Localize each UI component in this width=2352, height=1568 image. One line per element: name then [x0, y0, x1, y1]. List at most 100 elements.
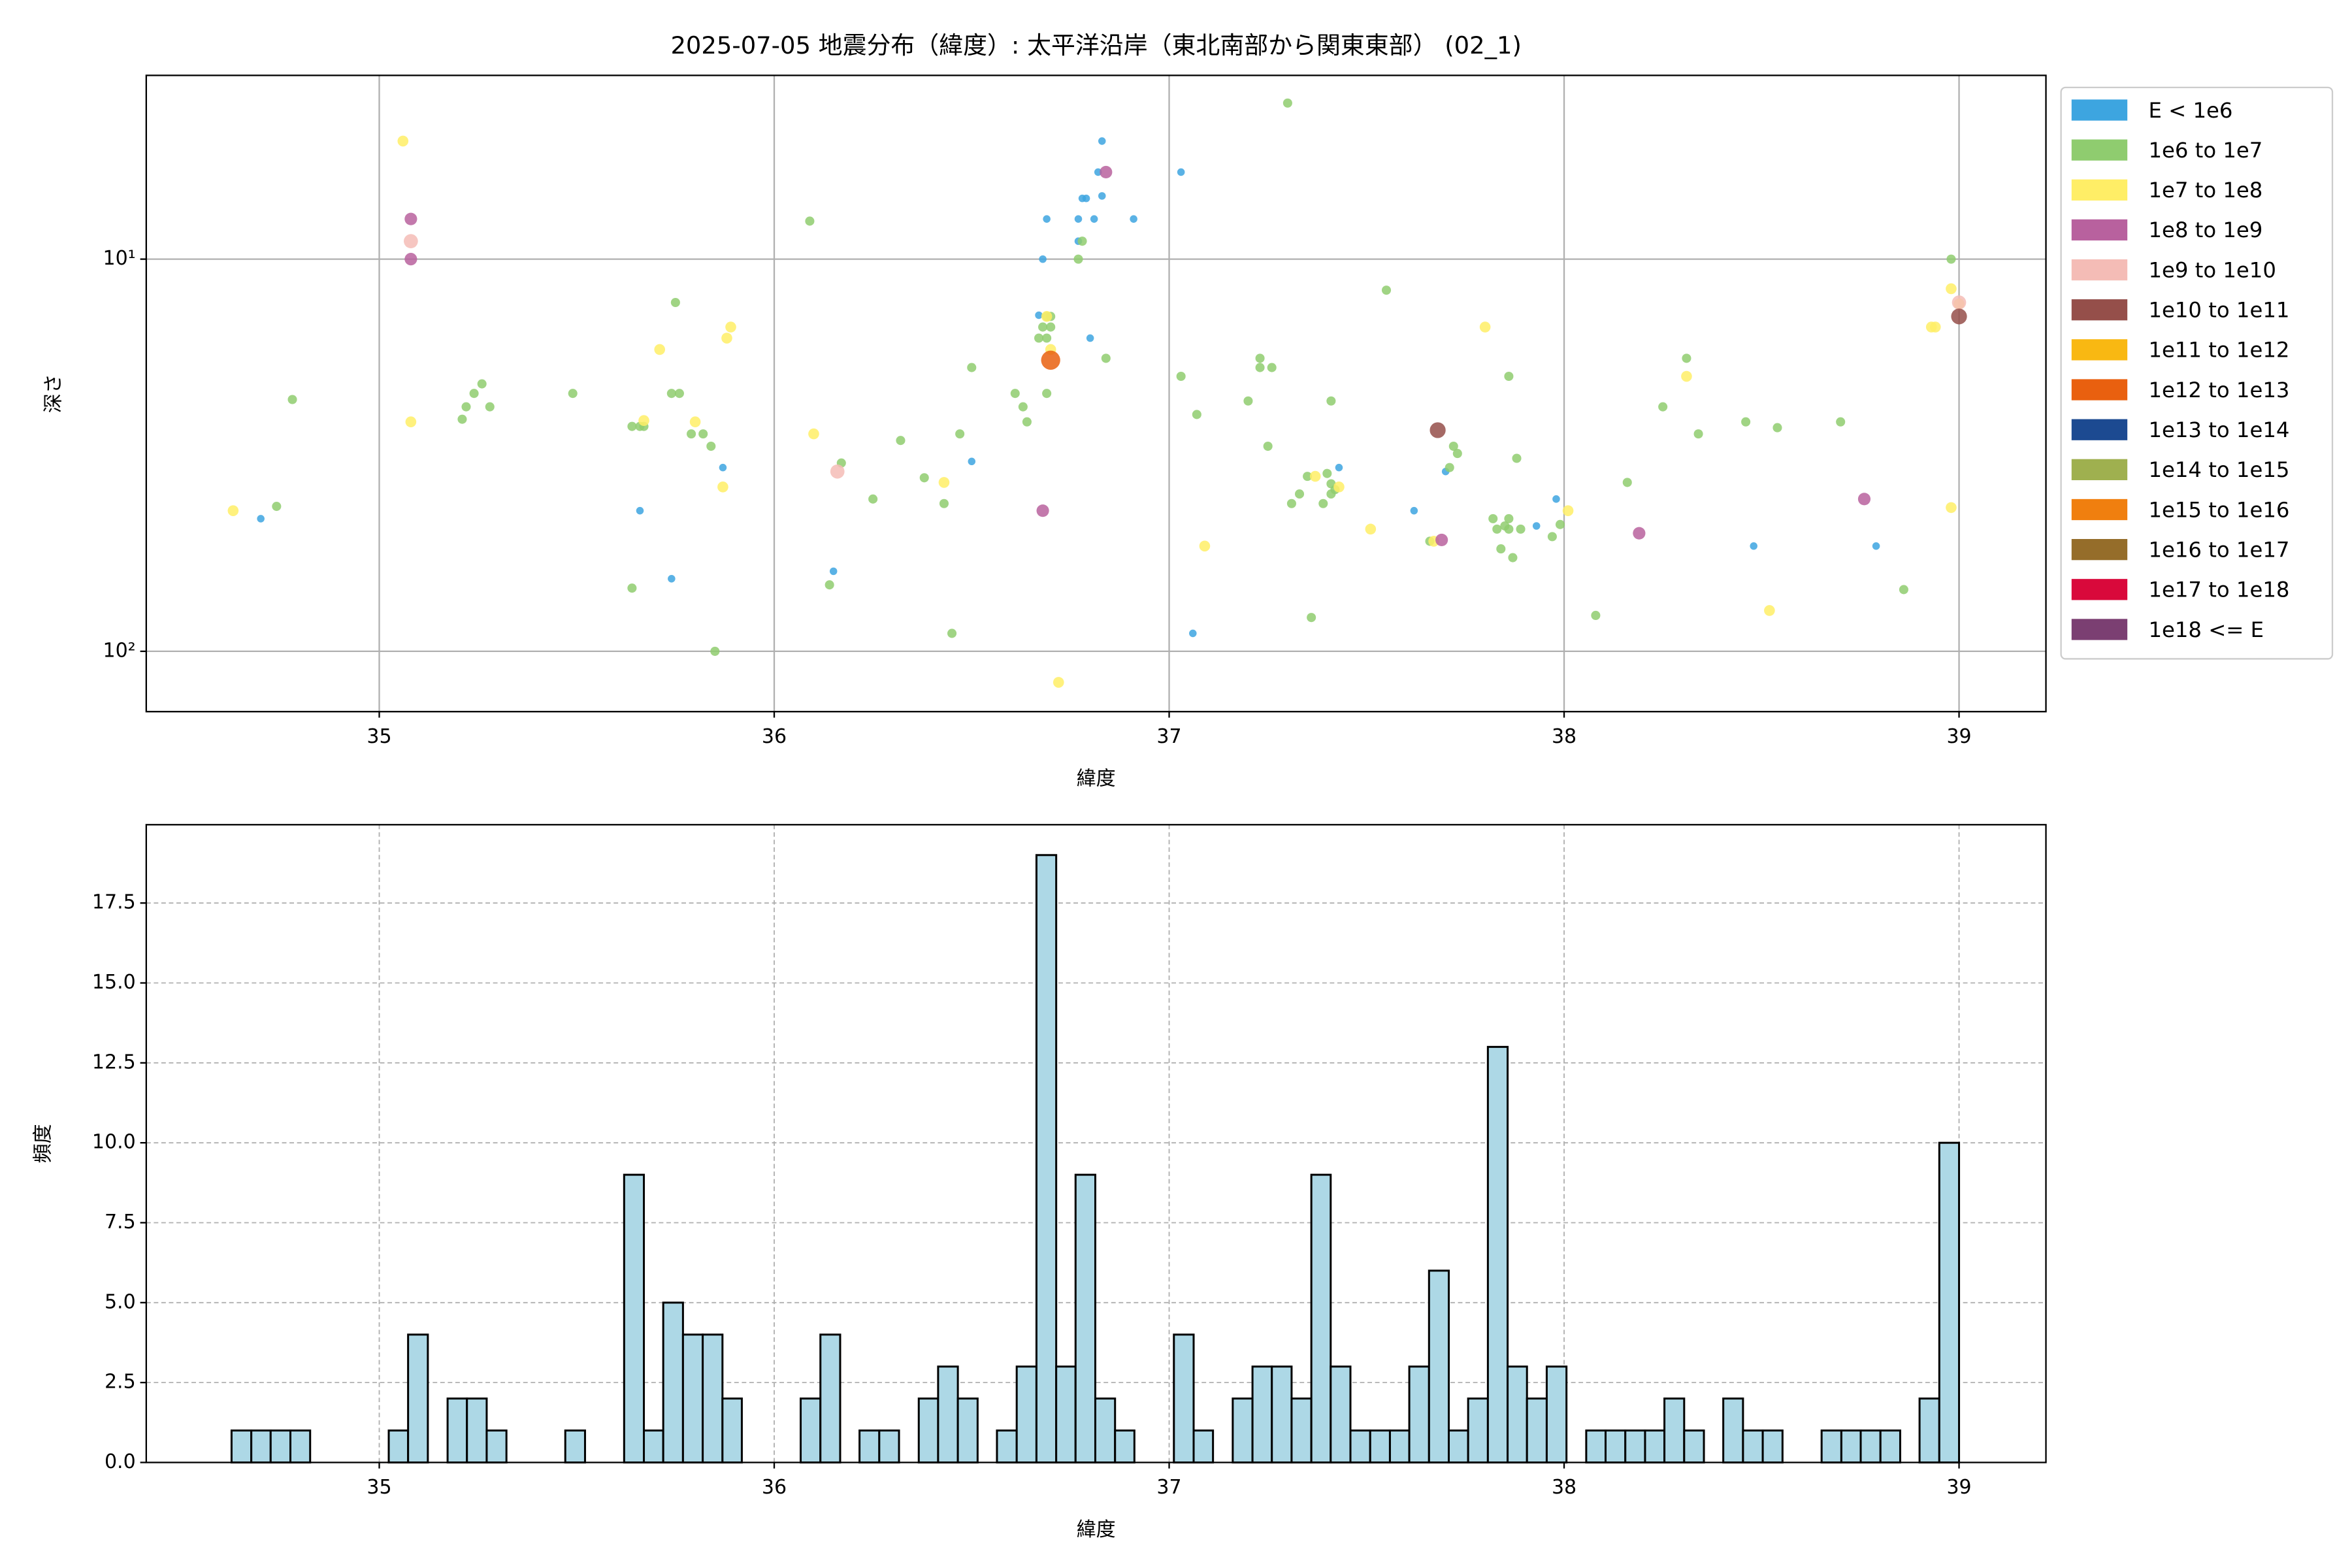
data-point [670, 297, 680, 308]
histogram-bar [1742, 1429, 1764, 1463]
data-point [1479, 321, 1491, 333]
data-point [1326, 396, 1336, 406]
data-point [687, 429, 696, 439]
legend-swatch [2071, 498, 2128, 521]
data-point [1318, 498, 1328, 508]
histogram-bar [230, 1429, 253, 1463]
data-point [1036, 504, 1049, 517]
data-point [968, 457, 976, 466]
histogram-bar [721, 1397, 743, 1463]
data-point [1429, 422, 1446, 438]
legend-label: 1e13 to 1e14 [2148, 417, 2289, 442]
legend-swatch [2071, 259, 2128, 281]
y-tick-label: 0.0 [105, 1450, 136, 1473]
data-point [1018, 402, 1028, 412]
legend: E < 1e6 1e6 to 1e7 1e7 to 1e8 1e8 to 1e9 1e9… [2060, 86, 2334, 660]
data-point [1946, 283, 1957, 295]
data-point [1951, 308, 1967, 325]
y-tick-label: 2.5 [105, 1371, 136, 1394]
histogram-bar [1114, 1429, 1135, 1463]
histogram-bar [800, 1397, 822, 1463]
histogram-bar [1761, 1429, 1784, 1463]
data-point [1552, 495, 1560, 503]
data-point [868, 494, 878, 504]
data-point [272, 502, 282, 512]
data-point [825, 580, 834, 590]
data-point [1741, 417, 1751, 427]
data-point [1682, 353, 1691, 363]
data-point [1094, 168, 1102, 176]
data-point [1504, 371, 1514, 382]
data-point [638, 415, 649, 427]
histogram-bar [1349, 1429, 1371, 1463]
chart-title: 2025-07-05 地震分布（緯度）: 太平洋沿岸（東北南部から関東東部） (… [670, 31, 1521, 59]
x-axis-label: 緯度 [1077, 768, 1116, 791]
data-point [938, 477, 950, 488]
legend-label: 1e11 to 1e12 [2148, 338, 2289, 363]
legend-label: 1e7 to 1e8 [2148, 178, 2262, 203]
legend-swatch [2071, 579, 2128, 600]
data-point [1555, 519, 1565, 529]
data-point [1042, 389, 1052, 399]
data-point [1043, 215, 1051, 223]
data-point [1532, 522, 1541, 530]
data-point [1100, 165, 1113, 179]
legend-swatch [2071, 419, 2128, 440]
x-tick-label: 37 [1156, 725, 1181, 748]
histogram-bar [1467, 1397, 1489, 1463]
histogram-bar [1015, 1365, 1037, 1463]
data-point [967, 363, 977, 372]
histogram-bar [662, 1301, 684, 1463]
data-point [1326, 489, 1336, 499]
data-point [947, 629, 957, 638]
data-point [1034, 333, 1044, 343]
histogram-bar [1644, 1429, 1666, 1463]
data-point [666, 389, 676, 399]
legend-label: 1e9 to 1e10 [2148, 257, 2276, 282]
data-point [1294, 489, 1305, 499]
x-axis-label: 緯度 [1077, 1518, 1116, 1541]
legend-swatch [2071, 179, 2128, 201]
data-point [397, 135, 409, 147]
data-point [1872, 542, 1880, 550]
data-point [1022, 417, 1032, 427]
data-point [654, 344, 666, 355]
data-point [404, 212, 417, 225]
data-point [1508, 553, 1518, 563]
data-point [829, 567, 838, 576]
data-point [461, 402, 471, 412]
data-point [1077, 237, 1087, 246]
legend-swatch [2071, 139, 2128, 161]
data-point [1286, 498, 1296, 508]
data-point [1041, 350, 1060, 370]
histogram-bar [1055, 1365, 1077, 1463]
legend-label: 1e18 <= E [2148, 617, 2264, 642]
data-point [1035, 311, 1043, 319]
data-point [674, 389, 684, 399]
data-point [1772, 423, 1782, 433]
data-point [1073, 254, 1083, 264]
data-point [1764, 605, 1775, 616]
data-point [1496, 544, 1506, 554]
data-point [1952, 295, 1967, 310]
data-point [405, 416, 417, 428]
legend-swatch [2071, 619, 2128, 640]
y-tick-label: 10¹ [103, 247, 135, 270]
data-point [1750, 542, 1757, 550]
histogram-bar [1074, 1173, 1096, 1463]
y-tick-label: 17.5 [92, 891, 136, 914]
y-tick-label: 10² [103, 639, 135, 662]
x-tick-label: 36 [762, 725, 787, 748]
data-point [1381, 286, 1392, 295]
data-point [1488, 514, 1498, 523]
histogram-bar [643, 1429, 664, 1463]
data-point [830, 464, 845, 479]
histogram-bar [623, 1173, 645, 1463]
data-point [719, 463, 727, 472]
histogram-bar [1173, 1333, 1195, 1463]
axes: 35 36 37 38 39 0.0 2.5 5.0 7.5 10.0 12.5 15.0 17.5 緯度… [31, 824, 2047, 1541]
data-point [1658, 402, 1668, 412]
y-axis-label: 深さ [42, 374, 65, 413]
